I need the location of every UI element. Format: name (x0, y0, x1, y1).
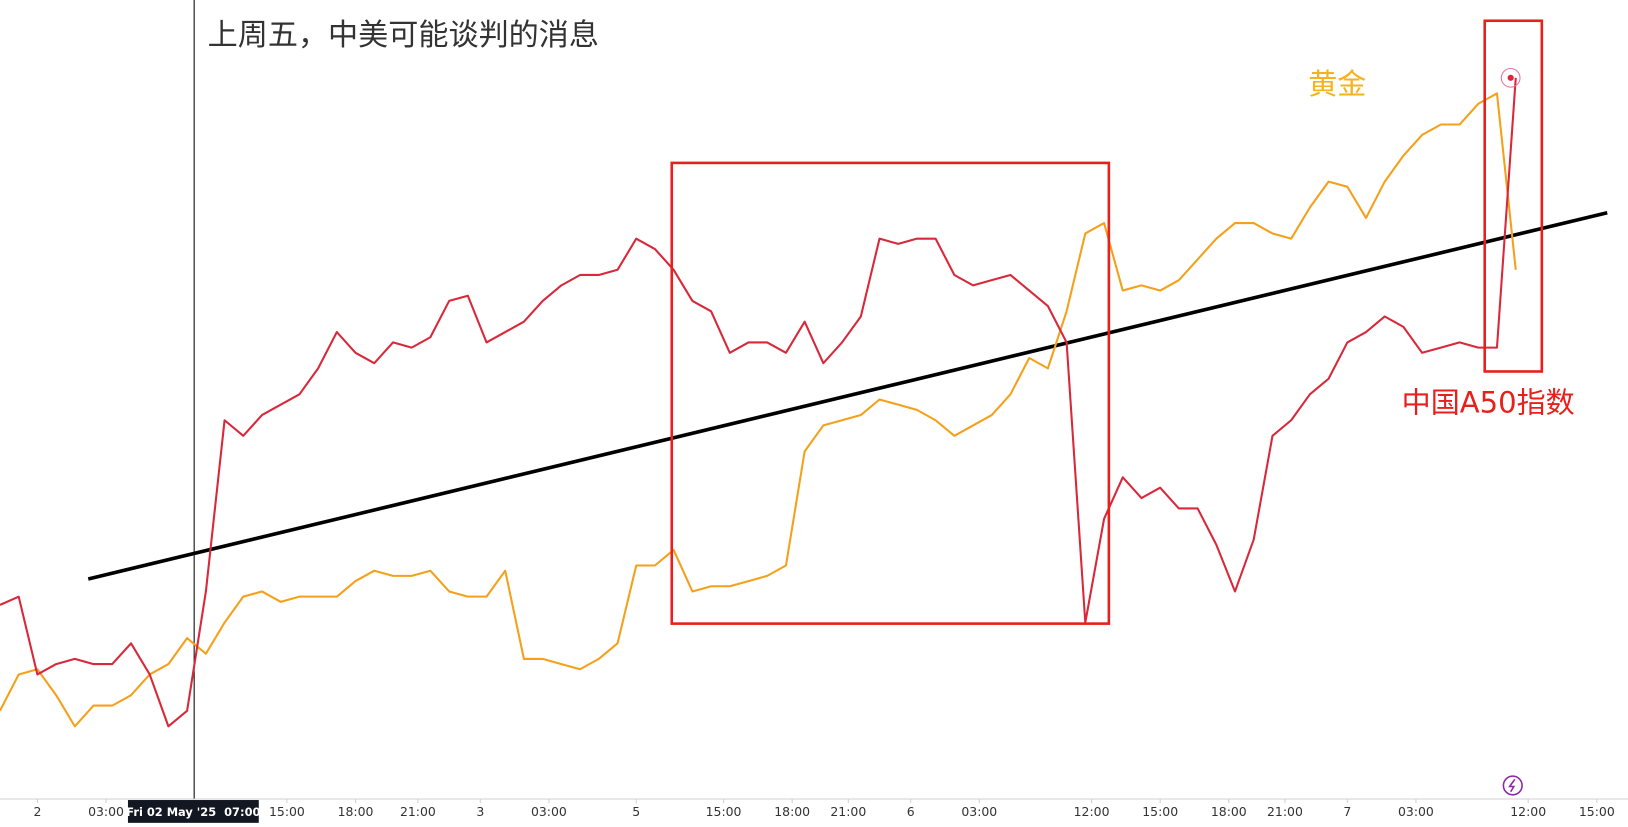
end-marker (1500, 67, 1521, 88)
x-tick-label: 21:00 (830, 804, 866, 819)
highlight-box (670, 161, 1111, 625)
x-tick-label: 18:00 (338, 804, 374, 819)
series-label: 中国A50指数 (1402, 386, 1575, 420)
x-tick-label: 03:00 (1398, 804, 1434, 819)
x-tick-label: 03:00 (88, 804, 124, 819)
x-tick-label: 03:00 (961, 804, 997, 819)
series-label: 黄金 (1308, 67, 1366, 101)
highlight-box (1483, 19, 1544, 373)
event-icon-bolt (1508, 778, 1516, 793)
x-tick-label: 5 (632, 804, 640, 819)
x-tick-label: 18:00 (1211, 804, 1247, 819)
x-tick-label: 15:00 (269, 804, 305, 819)
x-tick-label: 15:00 (706, 804, 742, 819)
x-tick-label: 03:00 (531, 804, 567, 819)
x-tick-label: 12:00 (1510, 804, 1546, 819)
x-tick-label: 3 (476, 804, 484, 819)
crosshair-label-bg (127, 800, 259, 823)
x-tick-label: 15:00 (1579, 804, 1615, 819)
chart-title: 上周五，中美可能谈判的消息 (208, 18, 599, 53)
event-icon (1502, 775, 1523, 796)
x-tick-label: 15:00 (1142, 804, 1178, 819)
x-tick-label: 12:00 (1074, 804, 1110, 819)
x-tick-label: 21:00 (1267, 804, 1303, 819)
x-tick-label: 6 (907, 804, 915, 819)
series-line (0, 92, 1517, 728)
x-tick-label: Fri 02 May '25 07:00 (126, 805, 260, 819)
x-tick-label: 7 (1343, 804, 1351, 819)
x-tick-label: 18:00 (774, 804, 810, 819)
x-tick-label: 2 (33, 804, 41, 819)
series-line (0, 77, 1517, 728)
x-tick-label: 21:00 (400, 804, 436, 819)
trend-line (87, 210, 1608, 581)
end-dot (1507, 74, 1514, 81)
